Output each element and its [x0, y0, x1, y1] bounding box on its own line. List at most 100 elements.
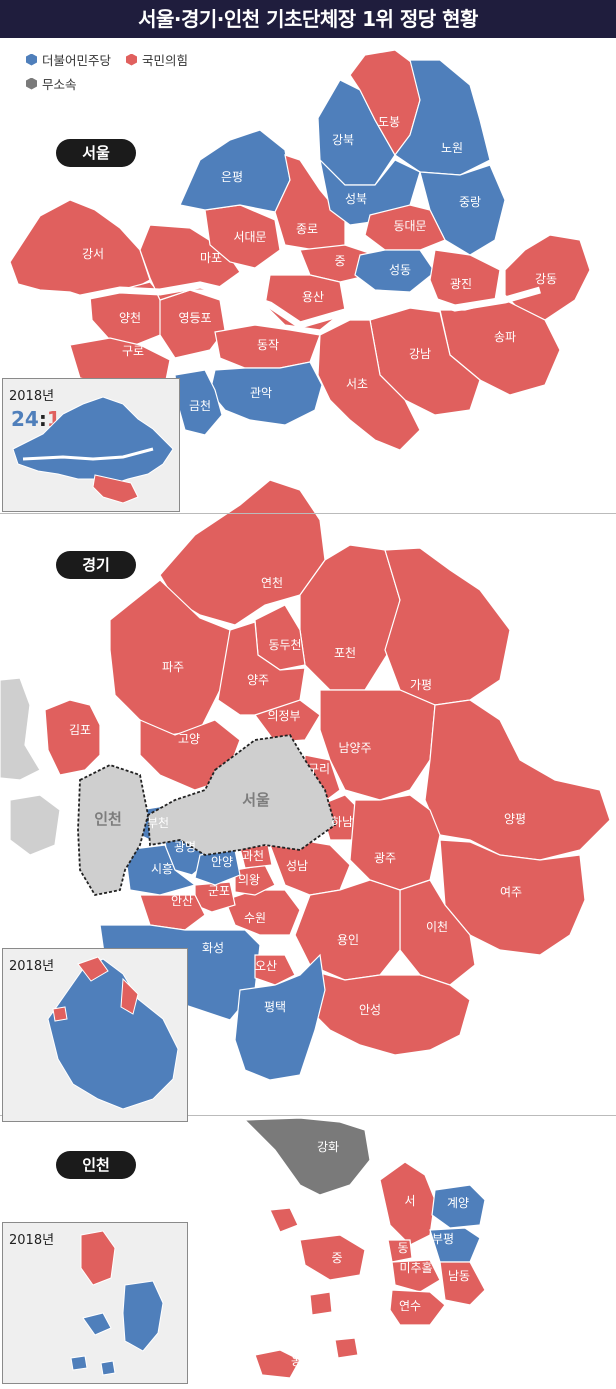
district-label: 광주: [374, 851, 396, 865]
district-label: 옹진: [291, 1354, 313, 1368]
district-label: 오산: [255, 959, 277, 973]
district-label: 의정부: [267, 709, 300, 723]
district-paju: [109, 579, 236, 736]
inset-map: [47, 956, 179, 1110]
legend-label: 더불어민주당: [42, 53, 112, 68]
inset-year-label: 2018년: [9, 1233, 55, 1248]
district-label: 구리: [308, 762, 330, 776]
district-label: 평택: [264, 1000, 286, 1014]
district-ongjin-islet2: [334, 1337, 359, 1359]
district-osan: [254, 954, 296, 986]
district-label: 성북: [345, 192, 367, 206]
district-label: 포천: [334, 645, 356, 660]
district-label: 가평: [410, 678, 432, 692]
district-label: 안산: [171, 894, 193, 908]
district-label: 연수: [399, 1299, 421, 1313]
inset-map: [70, 1230, 164, 1376]
district-label: 양천: [119, 310, 141, 325]
district-label: 서: [404, 1194, 415, 1208]
grey-region-islands: [9, 794, 61, 856]
hex-swatch-icon: [26, 53, 37, 66]
district-seodaemun: [204, 204, 281, 269]
district-label: 금천: [189, 398, 211, 413]
district-seongnam: [269, 839, 351, 896]
district-label: 마포: [200, 251, 222, 265]
inset-seoul-blue: [12, 396, 174, 485]
district-namdong: [439, 1261, 486, 1306]
district-label: 동작: [257, 338, 279, 352]
district-label: 서대문: [233, 230, 266, 244]
section-label-incheon: 인천: [56, 1151, 136, 1179]
district-dong: [387, 1239, 413, 1263]
district-label: 화성: [202, 941, 224, 955]
district-jung-islet: [269, 1207, 299, 1233]
district-pyeongtaek: [234, 953, 326, 1081]
district-dongdaemun: [364, 204, 446, 251]
inset-year-label: 2018년: [9, 959, 55, 974]
score-sep: :: [38, 407, 47, 431]
district-yangju: [217, 621, 306, 716]
district-label: 구로: [122, 344, 144, 358]
district-label: 서울: [242, 791, 270, 809]
district-label: 인천: [94, 810, 122, 828]
district-label: 하남: [331, 815, 353, 829]
district-label: 파주: [162, 660, 184, 674]
incheon-outline: [77, 764, 149, 897]
district-gimpo: [44, 699, 101, 776]
seoul-map: [9, 49, 591, 451]
district-label: 김포: [69, 723, 91, 737]
district-ongjin: [254, 1349, 301, 1379]
district-label: 강동: [535, 272, 557, 286]
district-yangpyeong: [424, 699, 611, 861]
legend-item-independent: 무소속: [26, 74, 77, 93]
inset-2018-incheon: 2018년: [2, 1222, 188, 1384]
district-label: 연천: [261, 575, 283, 590]
district-label: 부평: [432, 1232, 454, 1246]
district-label: 계양: [447, 1196, 469, 1210]
page-title: 서울·경기·인천 기초단체장 1위 정당 현황: [0, 0, 616, 38]
district-label: 관악: [250, 386, 272, 400]
district-label: 동대문: [393, 219, 426, 233]
district-label: 노원: [441, 141, 463, 155]
district-jung-incheon: [299, 1234, 366, 1281]
district-seocho: [317, 319, 421, 451]
district-yongin: [294, 879, 401, 981]
district-label: 용산: [302, 290, 324, 304]
district-ongjin-islet: [309, 1291, 333, 1316]
district-gapyeong: [384, 547, 511, 706]
district-icheon: [399, 879, 476, 986]
district-gyeyang: [431, 1184, 486, 1229]
hex-swatch-icon: [26, 77, 37, 90]
district-ganghwa: [243, 1117, 371, 1196]
district-label: 강북: [332, 133, 354, 147]
district-michuhol: [391, 1259, 441, 1293]
district-label: 광명: [174, 840, 196, 854]
district-label: 중랑: [459, 195, 481, 209]
district-label: 중: [334, 254, 345, 268]
district-label: 광진: [450, 277, 472, 291]
district-gangdong: [504, 234, 591, 321]
inset-year-label: 2018년: [9, 389, 55, 404]
legend-item-democratic: 더불어민주당: [26, 50, 111, 69]
district-label: 용인: [337, 933, 359, 947]
district-anseong: [309, 969, 471, 1056]
district-gwanak: [209, 361, 323, 426]
district-label: 강화: [317, 1140, 339, 1154]
district-label: 중: [331, 1251, 342, 1265]
district-namyangju: [319, 689, 436, 801]
legend-item-ppp: 국민의힘: [126, 50, 188, 69]
district-label: 군포: [208, 884, 230, 898]
section-label-gyeonggi: 경기: [56, 551, 136, 579]
district-label: 영등포: [178, 311, 211, 325]
district-seo: [379, 1161, 436, 1246]
seoul-outline: [147, 734, 337, 856]
district-label: 고양: [178, 732, 200, 746]
district-gangseo: [9, 199, 151, 301]
district-label: 남양주: [338, 741, 371, 755]
grey-region-west: [0, 677, 41, 781]
district-label: 과천: [242, 848, 264, 863]
district-label: 성남: [286, 859, 308, 873]
district-label: 시흥: [151, 862, 173, 876]
